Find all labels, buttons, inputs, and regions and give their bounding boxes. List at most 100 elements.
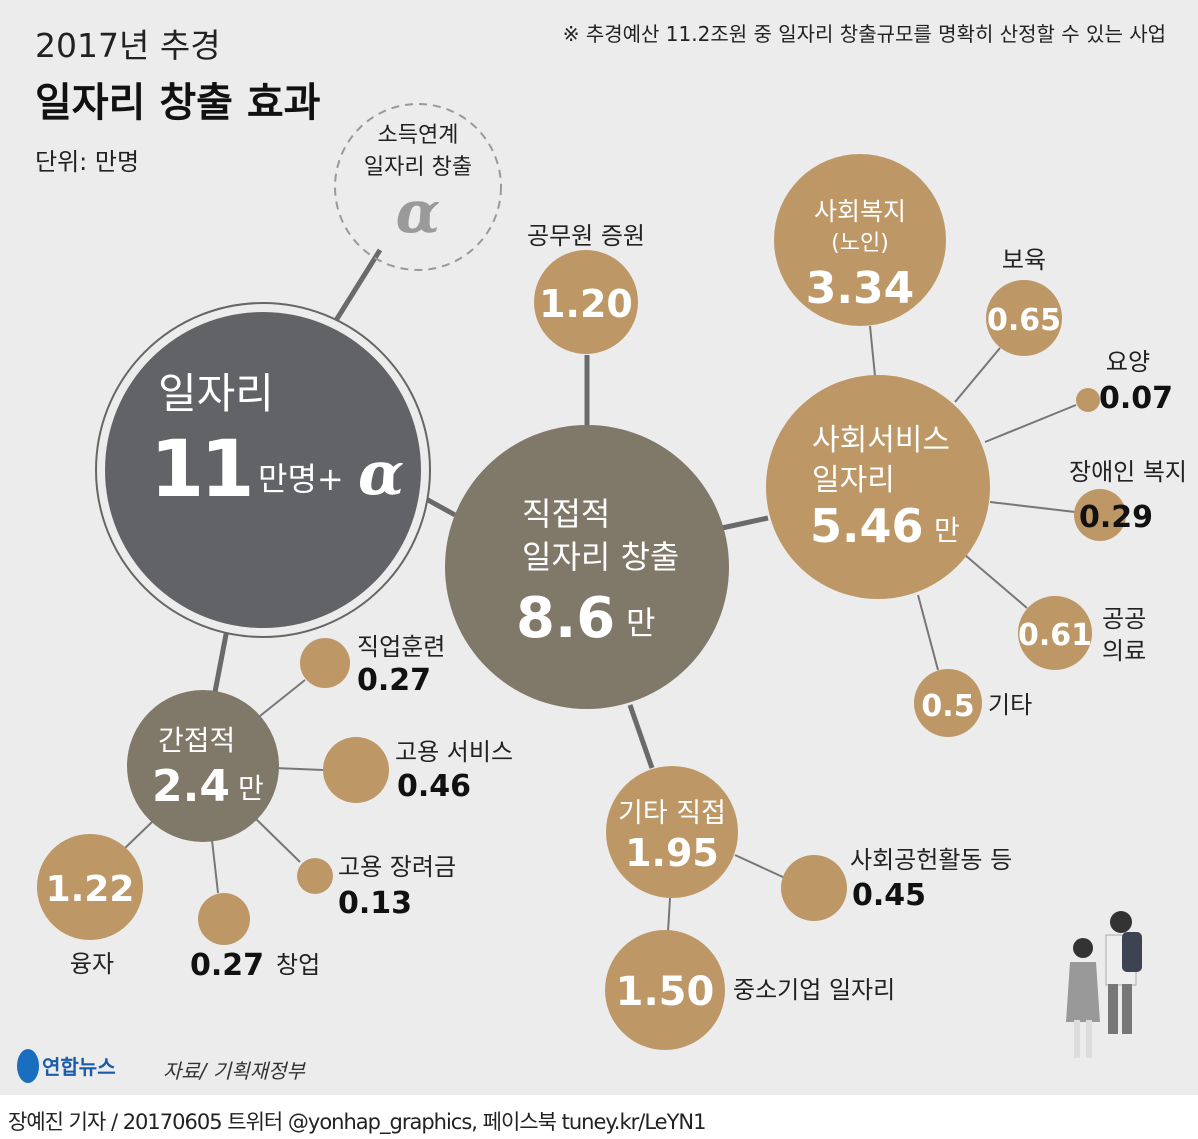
- training-circle: [300, 638, 350, 688]
- item-circles: [37, 154, 1126, 1050]
- shape: [124, 821, 153, 849]
- thin-connectors: [124, 325, 1077, 933]
- label: 공무원 증원: [527, 222, 645, 250]
- other-circle: [914, 669, 982, 737]
- income-linked-label: 소득연계: [378, 123, 459, 148]
- direct-label: 직접적: [522, 495, 610, 533]
- shape: 기타 직접 1.95 1.50: [616, 798, 726, 1015]
- source: 자료/ 기획재정부: [163, 1059, 306, 1083]
- shape: [989, 501, 1076, 513]
- indirect-label: 간접적: [158, 724, 235, 757]
- label: 직업훈련: [357, 633, 445, 661]
- label: 1.95: [625, 831, 719, 875]
- label: 1.20: [539, 282, 633, 326]
- disability-circle: [1074, 489, 1126, 541]
- unit-label: 단위: 만명: [35, 148, 139, 176]
- social-service-circle: [766, 375, 990, 599]
- label: 고용 서비스: [395, 738, 513, 766]
- subsidy-circle: [297, 858, 333, 894]
- shape: [964, 554, 1028, 609]
- label: 1.50: [616, 969, 715, 1015]
- label: 3.34: [806, 263, 915, 314]
- footer: [0, 1095, 1198, 1139]
- shape: [954, 347, 1001, 403]
- shape: [869, 325, 876, 377]
- total-value: 11: [150, 425, 251, 515]
- total-unit: 만명+: [258, 460, 344, 498]
- label: 0.07: [1099, 381, 1173, 416]
- total-label: 일자리: [158, 369, 274, 418]
- label: 1.22: [46, 869, 135, 910]
- shape: [1086, 1020, 1092, 1058]
- connector: [627, 704, 655, 769]
- label: 0.29: [1079, 500, 1153, 535]
- indirect-value: 2.4: [152, 761, 230, 812]
- shape: [1074, 1020, 1080, 1058]
- yonhap-logo: 연합뉴스: [17, 1049, 116, 1083]
- direct-unit: 만: [626, 604, 655, 642]
- label: 요양: [1106, 348, 1150, 376]
- welfare-circle: [774, 154, 946, 326]
- shape: [1122, 984, 1132, 1034]
- nursing-circle: [1076, 388, 1100, 412]
- label: 창업: [276, 951, 320, 979]
- shape: [1122, 932, 1142, 972]
- sme-circle: [605, 930, 725, 1050]
- shape: [211, 839, 219, 894]
- label: 보육: [1002, 246, 1046, 274]
- childcare-circle: [986, 280, 1062, 356]
- shape: 사회복지 (노인) 3.34 보육 0.65 요양 0.07 장애인 복지 0.…: [806, 197, 1187, 724]
- shape: [1066, 962, 1100, 1022]
- credit: 장예진 기자 / 20170605 트위터 @yonhap_graphics, …: [8, 1110, 706, 1134]
- subtitle: 2017년 추경: [35, 26, 221, 65]
- label: 연합뉴스: [42, 1055, 116, 1079]
- label: 사회복지: [814, 197, 906, 226]
- alpha-symbol: α: [396, 178, 441, 246]
- label: 중소기업 일자리: [733, 976, 895, 1004]
- label: 0.65: [987, 303, 1061, 338]
- label: 0.61: [1018, 618, 1092, 653]
- shape: 소득연계 일자리 창출 α: [364, 123, 472, 246]
- indirect-unit: 만: [238, 772, 264, 805]
- contribution-circle: [781, 855, 847, 921]
- label: 장애인 복지: [1069, 458, 1187, 486]
- direct-circle: [445, 425, 729, 709]
- other-direct-circle: [606, 766, 738, 898]
- direct-label: 일자리 창출: [522, 538, 679, 576]
- label: 기타: [988, 691, 1032, 719]
- shape: [274, 767, 324, 771]
- connector: [327, 248, 383, 332]
- note: ※ 추경예산 11.2조원 중 일자리 창출규모를 명확히 산정할 수 있는 사…: [563, 22, 1166, 46]
- label: 융자: [70, 950, 114, 978]
- label: 0.46: [397, 769, 471, 804]
- label: 0.45: [852, 878, 926, 913]
- income-linked-circle: [334, 103, 502, 271]
- indirect-circle: [127, 690, 279, 842]
- label: 기타 직접: [618, 798, 726, 829]
- label: 고용 장려금: [338, 853, 456, 881]
- shape: [917, 594, 939, 671]
- social-service-label: 일자리: [812, 463, 895, 498]
- shape: [254, 817, 301, 863]
- connector: [721, 515, 769, 531]
- direct-value: 8.6: [516, 586, 615, 651]
- label: 사회공헌활동 등: [850, 846, 1012, 874]
- shape: [1073, 938, 1093, 958]
- startup-circle: [198, 893, 250, 945]
- label: 0.27: [190, 948, 264, 983]
- total-alpha: α: [358, 439, 404, 509]
- civil-servants: 공무원 증원 1.20: [527, 222, 645, 326]
- people-illustration: [1066, 911, 1142, 1058]
- income-linked-label: 일자리 창출: [364, 155, 472, 180]
- shape: [1108, 984, 1118, 1034]
- social-service-value: 5.46: [810, 499, 924, 553]
- label: 공공: [1102, 605, 1146, 633]
- label: 의료: [1102, 637, 1146, 665]
- shape: [667, 897, 671, 933]
- social-service-unit: 만: [934, 514, 960, 547]
- social-service-label: 사회서비스: [812, 423, 950, 458]
- shape: [984, 404, 1077, 443]
- label: 0.27: [357, 663, 431, 698]
- employment-service-circle: [323, 737, 389, 803]
- title: 일자리 창출 효과: [35, 80, 321, 126]
